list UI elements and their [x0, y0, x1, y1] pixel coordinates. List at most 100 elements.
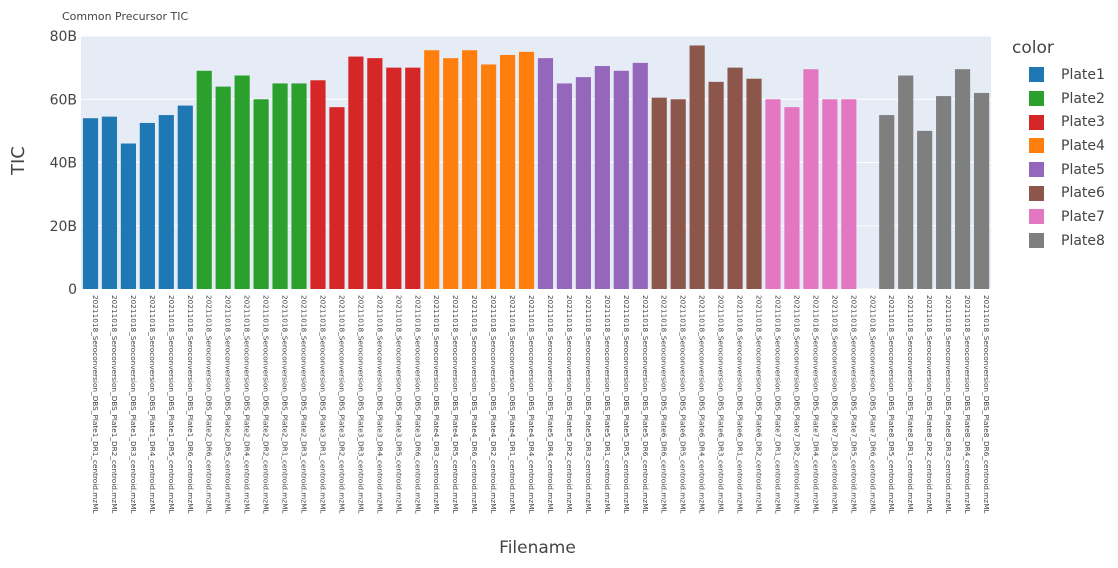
x-tick-label: 20211018_Seroconversion_DBS_Plate8_DR1_c… [906, 295, 915, 514]
bar-plate6 [746, 78, 762, 289]
bar-plate1 [139, 122, 155, 289]
bar-plate3 [348, 56, 364, 290]
bar-plate2 [291, 83, 307, 289]
x-tick-label: 20211018_Seroconversion_DBS_Plate5_DR6_c… [641, 295, 650, 514]
y-tick-label: 60B [50, 92, 77, 108]
x-tick-label: 20211018_Seroconversion_DBS_Plate7_DR2_c… [792, 295, 801, 514]
bar-plate7 [765, 99, 781, 289]
y-tick-label: 80B [50, 29, 77, 45]
legend-item-plate8[interactable]: Plate8 [1012, 229, 1105, 253]
legend-item-plate2[interactable]: Plate2 [1012, 87, 1105, 111]
bar-plate6 [651, 97, 667, 289]
x-tick-label: 20211018_Seroconversion_DBS_Plate1_DR5_c… [167, 295, 176, 514]
bar-plate3 [310, 80, 326, 290]
x-tick-label: 20211018_Seroconversion_DBS_Plate7_DR5_c… [849, 295, 858, 514]
legend[interactable]: color Plate1 Plate2 Plate3 Plate4 Plate5 Plat… [1012, 38, 1105, 253]
y-tick-label: 20B [50, 219, 77, 235]
bar-plate4 [499, 54, 516, 289]
bar-plate1 [101, 116, 118, 289]
bar-plate1 [120, 143, 136, 289]
x-tick-label: 20211018_Seroconversion_DBS_Plate4_DR2_c… [489, 295, 498, 514]
legend-label: Plate8 [1061, 232, 1105, 249]
bar-plate3 [405, 67, 421, 289]
x-tick-label: 20211018_Seroconversion_DBS_Plate4_DR1_c… [508, 295, 517, 514]
x-tick-label: 20211018_Seroconversion_DBS_Plate6_DR6_c… [660, 295, 669, 514]
x-tick-label: 20211018_Seroconversion_DBS_Plate5_DR3_c… [584, 295, 593, 514]
x-tick-label: 20211018_Seroconversion_DBS_Plate1_DR3_c… [129, 295, 138, 514]
bar-plate6 [727, 67, 743, 289]
bar-plate4 [462, 50, 478, 290]
bar-plate8 [898, 75, 914, 289]
legend-label: Plate6 [1061, 185, 1105, 202]
legend-swatch [1029, 162, 1044, 178]
legend-item-plate1[interactable]: Plate1 [1012, 63, 1105, 87]
legend-label: Plate2 [1061, 90, 1105, 107]
legend-item-plate5[interactable]: Plate5 [1012, 158, 1105, 182]
bar-plate4 [443, 58, 459, 290]
x-tick-label: 20211018_Seroconversion_DBS_Plate6_DR1_c… [736, 295, 745, 514]
bar-plate4 [518, 51, 535, 289]
y-tick-label: 0 [68, 282, 77, 298]
legend-label: Plate5 [1061, 161, 1105, 178]
x-tick-label: 20211018_Seroconversion_DBS_Plate3_DR1_c… [318, 295, 327, 514]
bar-plate3 [367, 58, 383, 290]
x-tick-label: 20211018_Seroconversion_DBS_Plate6_DR3_c… [717, 295, 726, 514]
bar-plate8 [973, 92, 990, 289]
x-tick-label: 20211018_Seroconversion_DBS_Plate5_DR2_c… [565, 295, 574, 514]
x-tick-label: 20211018_Seroconversion_DBS_Plate8_DR2_c… [925, 295, 934, 514]
chart-title: Common Precursor TIC [62, 10, 189, 23]
bar-plate7 [841, 99, 857, 289]
bar-plate5 [575, 77, 591, 289]
bar-plate8 [879, 115, 895, 289]
legend-swatch [1029, 209, 1044, 225]
x-tick-label: 20211018_Seroconversion_DBS_Plate6_DR2_c… [755, 295, 764, 514]
x-tick-label: 20211018_Seroconversion_DBS_Plate2_DR5_c… [224, 295, 233, 514]
x-tick-label: 20211018_Seroconversion_DBS_Plate6_DR5_c… [679, 295, 688, 514]
bar-plate5 [632, 62, 648, 289]
x-tick-label: 20211018_Seroconversion_DBS_Plate3_DR4_c… [375, 295, 384, 514]
bar-plate6 [708, 81, 724, 289]
x-tick-label: 20211018_Seroconversion_DBS_Plate5_DR1_c… [603, 295, 612, 514]
legend-swatch [1029, 91, 1044, 107]
x-tick-label: 20211018_Seroconversion_DBS_Plate1_DR6_c… [186, 295, 195, 514]
legend-label: Plate3 [1061, 114, 1105, 131]
x-tick-label: 20211018_Seroconversion_DBS_Plate2_DR3_c… [300, 295, 309, 514]
bar-plate8 [936, 96, 952, 290]
bar-plate1 [82, 118, 99, 289]
x-tick-label: 20211018_Seroconversion_DBS_Plate3_DR3_c… [356, 295, 365, 514]
legend-item-plate6[interactable]: Plate6 [1012, 181, 1105, 205]
x-tick-label: 20211018_Seroconversion_DBS_Plate4_DR3_c… [432, 295, 441, 514]
x-tick-label: 20211018_Seroconversion_DBS_Plate3_DR2_c… [337, 295, 346, 514]
x-tick-label: 20211018_Seroconversion_DBS_Plate6_DR4_c… [698, 295, 707, 514]
bar-plate6 [689, 45, 705, 289]
bar-plate5 [556, 83, 573, 289]
x-tick-label: 20211018_Seroconversion_DBS_Plate5_DR4_c… [546, 295, 555, 514]
legend-title: color [1012, 38, 1054, 58]
bar-plate1 [177, 105, 193, 289]
bar-plate3 [386, 67, 402, 289]
bar-plate7 [822, 99, 838, 289]
legend-item-plate7[interactable]: Plate7 [1012, 205, 1105, 229]
x-tick-label: 20211018_Seroconversion_DBS_Plate3_DR6_c… [413, 295, 422, 514]
x-tick-label: 20211018_Seroconversion_DBS_Plate4_DR4_c… [527, 295, 536, 514]
x-tick-label: 20211018_Seroconversion_DBS_Plate2_DR2_c… [262, 295, 271, 514]
y-tick-label: 40B [50, 156, 77, 172]
legend-item-plate4[interactable]: Plate4 [1012, 134, 1105, 158]
x-tick-label: 20211018_Seroconversion_DBS_Plate4_DR6_c… [470, 295, 479, 514]
x-tick-label: 20211018_Seroconversion_DBS_Plate1_DR4_c… [148, 295, 157, 514]
bar-plate8 [917, 130, 933, 289]
x-tick-label: 20211018_Seroconversion_DBS_Plate2_DR6_c… [205, 295, 214, 514]
legend-swatch [1029, 114, 1044, 130]
x-tick-label: 20211018_Seroconversion_DBS_Plate7_DR6_c… [868, 295, 877, 514]
bar-plate5 [537, 58, 554, 290]
bar-plate4 [424, 50, 440, 290]
bar-plate3 [329, 107, 345, 289]
x-tick-label: 20211018_Seroconversion_DBS_Plate2_DR1_c… [281, 295, 290, 514]
x-tick-label: 20211018_Seroconversion_DBS_Plate5_DR5_c… [622, 295, 631, 514]
bar-plate5 [613, 70, 629, 289]
x-tick-label: 20211018_Seroconversion_DBS_Plate7_DR3_c… [830, 295, 839, 514]
legend-item-plate3[interactable]: Plate3 [1012, 110, 1105, 134]
bar-plate2 [253, 99, 269, 289]
bar-plate2 [234, 75, 250, 289]
